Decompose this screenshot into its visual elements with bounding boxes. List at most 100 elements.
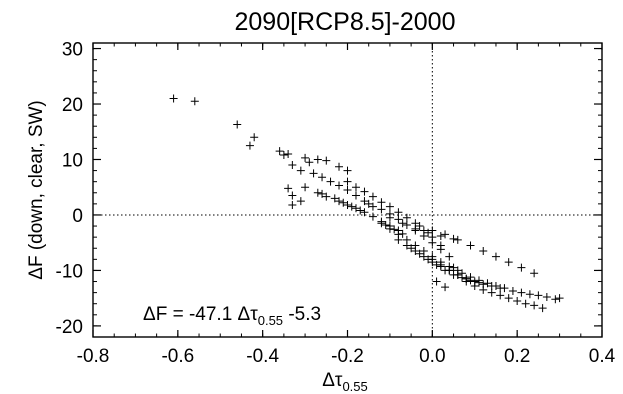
data-point	[335, 162, 344, 171]
data-point	[322, 192, 331, 201]
data-point	[449, 263, 458, 272]
data-point	[436, 232, 445, 241]
data-point	[275, 147, 284, 156]
data-point	[441, 230, 450, 239]
data-point	[496, 291, 505, 300]
data-point	[390, 225, 399, 234]
data-point	[504, 294, 513, 303]
data-point	[419, 252, 428, 261]
regression-annotation: ΔF = -47.1 Δτ0.55 -5.3	[143, 304, 321, 328]
data-point	[487, 288, 496, 297]
annotation-intercept: -5.3	[283, 304, 321, 325]
data-point	[313, 155, 322, 164]
data-point	[296, 197, 305, 206]
data-point	[530, 301, 539, 310]
data-point	[343, 186, 352, 194]
data-point	[301, 183, 310, 192]
data-point	[368, 212, 377, 221]
data-point	[190, 97, 199, 106]
data-point	[517, 288, 526, 297]
data-point	[491, 252, 500, 261]
data-point	[441, 283, 450, 292]
annotation-main: ΔF = -47.1 Δτ	[143, 304, 258, 325]
x-axis-ticks: -0.8 -0.6 -0.4 -0.2 0.0 0.2 0.4	[77, 43, 616, 367]
data-point	[377, 198, 386, 207]
x-tick-label: -0.8	[77, 346, 110, 367]
x-axis-label: Δτ0.55	[322, 370, 368, 394]
data-point	[436, 260, 445, 269]
annotation-subscript: 0.55	[258, 313, 283, 328]
data-point	[458, 269, 467, 278]
data-point	[466, 241, 475, 250]
data-point	[394, 215, 403, 224]
y-tick-label: -10	[56, 261, 83, 282]
data-point	[424, 228, 433, 237]
data-point	[483, 279, 492, 288]
data-point	[466, 273, 475, 282]
data-point	[318, 189, 327, 198]
data-point	[385, 213, 394, 222]
data-point	[335, 197, 344, 206]
data-point	[428, 226, 437, 235]
y-tick-label: -20	[56, 317, 83, 338]
data-point	[398, 219, 407, 228]
data-point	[356, 206, 365, 215]
data-point	[279, 151, 288, 160]
data-point	[415, 249, 424, 258]
data-point	[500, 284, 509, 293]
y-axis-ticks: -20 -10 0 10 20 30	[56, 40, 602, 338]
data-point	[453, 270, 462, 279]
data-point	[407, 244, 416, 253]
data-point	[402, 241, 411, 250]
data-point	[347, 202, 356, 211]
data-point	[233, 120, 242, 129]
data-point	[288, 161, 297, 170]
data-point	[530, 269, 539, 278]
x-tick-label: 0.4	[589, 346, 616, 367]
data-point	[368, 192, 377, 201]
data-point	[453, 235, 462, 244]
data-point	[402, 220, 411, 229]
data-point	[301, 153, 310, 162]
data-point	[288, 191, 297, 200]
data-point	[419, 232, 428, 241]
x-tick-label: -0.2	[331, 346, 364, 367]
data-point	[377, 219, 386, 228]
data-point	[169, 94, 178, 103]
data-point	[326, 177, 335, 186]
data-point	[377, 205, 386, 214]
data-point	[351, 183, 360, 192]
data-point	[339, 198, 348, 207]
data-point	[538, 304, 547, 313]
data-point	[432, 277, 441, 286]
x-tick-label: -0.6	[161, 346, 194, 367]
y-tick-label: 20	[62, 95, 83, 116]
data-point	[551, 295, 560, 304]
data-point	[508, 286, 517, 295]
data-point	[445, 252, 454, 261]
data-point	[385, 202, 394, 211]
data-point	[555, 294, 564, 303]
data-point	[284, 149, 293, 158]
data-point	[428, 255, 437, 264]
data-point	[534, 291, 543, 300]
data-point	[343, 166, 352, 175]
chart-title: 2090[RCP8.5]-2000	[235, 8, 456, 36]
data-point	[411, 247, 420, 256]
data-point	[309, 169, 318, 178]
data-point	[394, 235, 403, 244]
y-axis-label: ΔF (down, clear, SW)	[26, 100, 47, 280]
data-points	[169, 94, 564, 313]
data-point	[394, 208, 403, 217]
data-point	[343, 177, 352, 186]
data-point	[364, 199, 373, 208]
data-point	[491, 281, 500, 290]
data-point	[313, 188, 322, 197]
data-point	[445, 266, 454, 275]
data-point	[368, 202, 377, 211]
y-tick-label: 0	[72, 206, 83, 227]
data-point	[521, 299, 530, 308]
data-point	[351, 191, 360, 200]
data-point	[449, 234, 458, 243]
y-tick-label: 10	[62, 150, 83, 171]
